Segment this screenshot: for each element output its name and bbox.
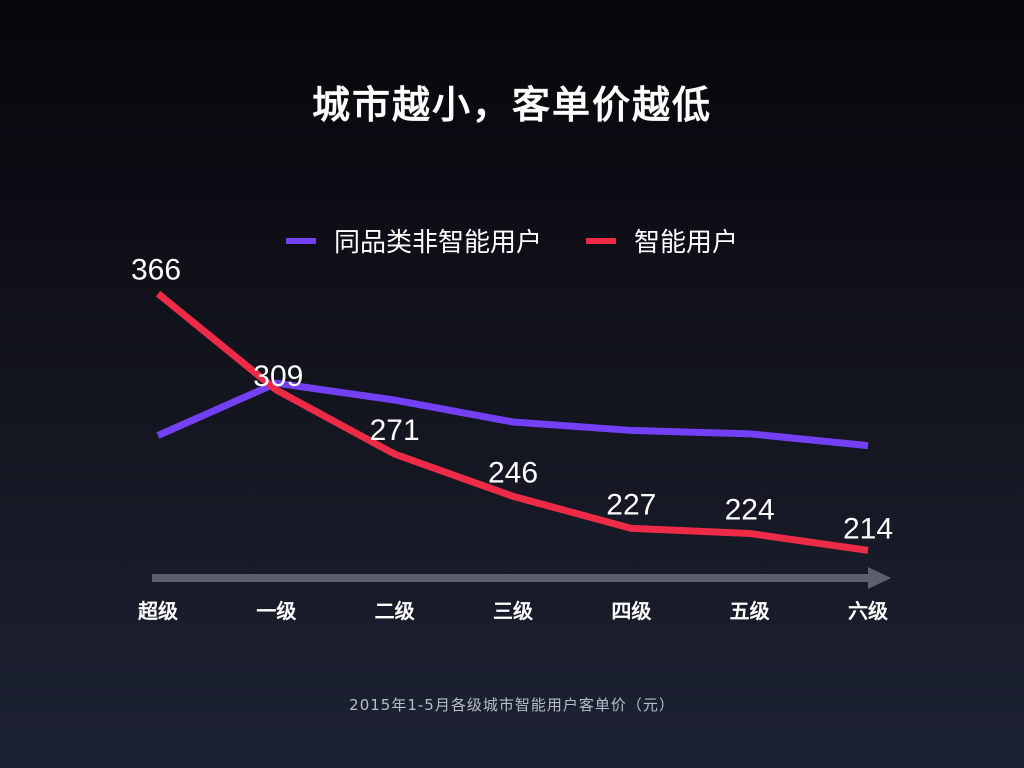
data-label: 366 bbox=[131, 254, 181, 287]
data-label: 246 bbox=[488, 456, 538, 489]
x-tick-label: 二级 bbox=[375, 599, 415, 623]
data-label: 227 bbox=[606, 488, 656, 521]
x-tick-label: 五级 bbox=[730, 599, 770, 623]
chart-footnote: 2015年1-5月各级城市智能用户客单价（元） bbox=[349, 696, 675, 714]
x-tick-label: 六级 bbox=[848, 599, 888, 623]
data-label: 271 bbox=[370, 414, 420, 447]
x-tick-label: 超级 bbox=[137, 599, 178, 623]
data-label: 214 bbox=[843, 512, 893, 545]
series-line-smart bbox=[155, 290, 869, 554]
series-line-non-smart bbox=[156, 379, 869, 450]
data-label: 309 bbox=[253, 360, 303, 393]
x-tick-label: 四级 bbox=[611, 599, 651, 623]
legend-label-non-smart: 同品类非智能用户 bbox=[333, 228, 542, 258]
x-tick-label: 一级 bbox=[256, 599, 296, 623]
x-tick-label: 三级 bbox=[493, 599, 533, 623]
legend-item-non-smart: 同品类非智能用户 bbox=[285, 222, 542, 259]
legend-swatch-non-smart bbox=[285, 237, 316, 244]
chart-title: 城市越小，客单价越低 bbox=[311, 83, 712, 127]
legend-swatch-smart bbox=[586, 237, 616, 244]
legend-item-smart: 智能用户 bbox=[586, 222, 738, 259]
legend-label-smart: 智能用户 bbox=[634, 228, 739, 258]
x-axis-arrowhead bbox=[868, 567, 891, 589]
chart-legend: 同品类非智能用户 智能用户 bbox=[0, 222, 1024, 259]
data-label: 224 bbox=[725, 493, 775, 526]
